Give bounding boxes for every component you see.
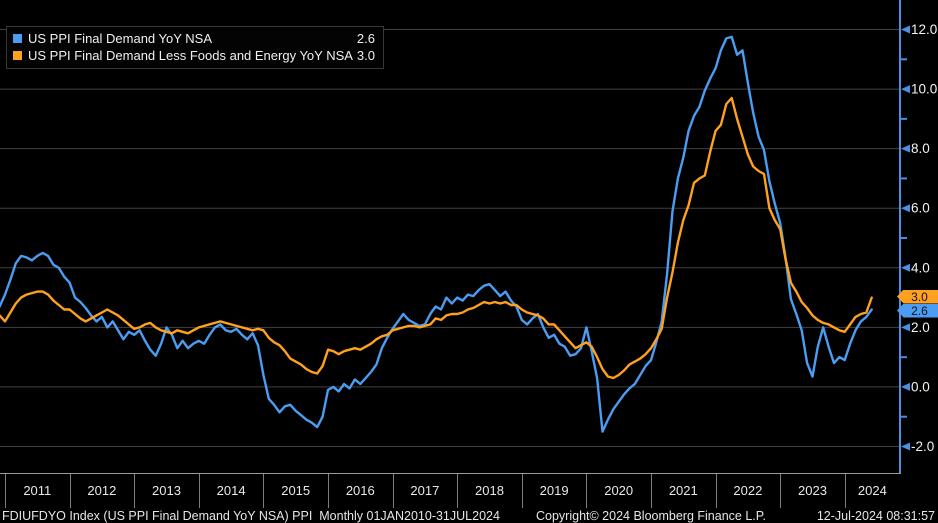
timestamp: 12-Jul-2024 08:31:57 bbox=[816, 509, 935, 523]
y-axis-tick-arrow-icon bbox=[901, 382, 910, 391]
copyright-text: Copyright© 2024 Bloomberg Finance L.P. bbox=[536, 509, 766, 523]
legend-label: US PPI Final Demand Less Foods and Energ… bbox=[28, 48, 353, 63]
year-separator bbox=[198, 474, 200, 508]
y-axis-tick-label: 12.0 bbox=[911, 22, 937, 37]
year-separator bbox=[263, 474, 265, 508]
year-separator bbox=[715, 474, 717, 508]
y-axis-tick-arrow-icon bbox=[901, 204, 910, 213]
last-value-badge-core: 3.0 bbox=[897, 289, 938, 304]
year-label: 2023 bbox=[798, 483, 827, 498]
legend-last-value: 2.6 bbox=[356, 31, 375, 46]
year-label: 2015 bbox=[281, 483, 311, 498]
legend-label: US PPI Final Demand YoY NSA bbox=[28, 31, 213, 46]
year-separator bbox=[651, 474, 652, 508]
year-separator bbox=[134, 474, 136, 508]
chart-legend: US PPI Final Demand YoY NSA 2.6 US PPI F… bbox=[6, 26, 384, 69]
year-separator bbox=[780, 474, 782, 508]
ppi-core-line bbox=[0, 96, 873, 380]
year-separator bbox=[392, 474, 394, 508]
x-axis-year-band: 2011 2012 2013 2014 2015 2016 2017 2018 2019 2020… bbox=[0, 473, 938, 509]
y-axis-tick-label: 8.0 bbox=[911, 141, 930, 156]
y-axis-tick-arrow-icon bbox=[901, 25, 910, 34]
legend-item-ppi-core[interactable]: US PPI Final Demand Less Foods and Energ… bbox=[13, 47, 377, 64]
y-axis-tick-arrow-icon bbox=[901, 263, 910, 272]
year-label: 2016 bbox=[345, 483, 375, 498]
year-label: 2018 bbox=[475, 483, 504, 498]
last-value-badge-headline: 2.6 bbox=[897, 303, 938, 318]
year-separator bbox=[69, 474, 71, 508]
y-axis-tick-arrow-icon bbox=[901, 323, 910, 332]
legend-last-value: 3.0 bbox=[356, 48, 375, 63]
y-axis-tick-label: 6.0 bbox=[911, 201, 930, 216]
status-bar: FDIUFDYO Index (US PPI Final Demand YoY … bbox=[0, 509, 938, 523]
year-label: 2017 bbox=[410, 483, 440, 498]
y-axis-tick-arrow-icon bbox=[901, 442, 910, 451]
year-label: 2014 bbox=[216, 483, 246, 498]
year-label: 2021 bbox=[668, 483, 698, 498]
y-axis-tick-label: 10.0 bbox=[911, 82, 937, 97]
legend-item-ppi-final-demand[interactable]: US PPI Final Demand YoY NSA 2.6 bbox=[13, 30, 377, 47]
x-axis-line bbox=[0, 473, 901, 474]
year-label: 2011 bbox=[23, 483, 52, 498]
year-label: 2012 bbox=[87, 483, 117, 498]
y-axis-tick-label: 2.0 bbox=[911, 320, 930, 335]
year-separator bbox=[5, 474, 6, 508]
ppi-final-demand-line bbox=[0, 35, 873, 433]
y-axis-tick-arrow-icon bbox=[901, 85, 910, 94]
year-separator bbox=[844, 474, 846, 508]
year-label: 2020 bbox=[604, 483, 634, 498]
series-blue-swatch-icon bbox=[13, 34, 22, 43]
year-label: 2024 bbox=[857, 483, 887, 498]
y-axis-tick-arrow-icon bbox=[901, 144, 910, 153]
year-separator bbox=[521, 474, 523, 508]
year-label: 2013 bbox=[152, 483, 181, 498]
year-separator bbox=[328, 474, 329, 508]
y-axis-tick-label: 4.0 bbox=[911, 260, 930, 275]
year-label: 2022 bbox=[733, 483, 763, 498]
year-label: 2019 bbox=[539, 483, 569, 498]
year-separator bbox=[457, 474, 459, 508]
series-orange-swatch-icon bbox=[13, 51, 22, 60]
ticker-description: FDIUFDYO Index (US PPI Final Demand YoY … bbox=[2, 509, 500, 523]
y-axis-tick-label: -2.0 bbox=[911, 439, 934, 454]
y-axis-tick-label: 0.0 bbox=[911, 379, 930, 394]
year-separator bbox=[586, 474, 588, 508]
